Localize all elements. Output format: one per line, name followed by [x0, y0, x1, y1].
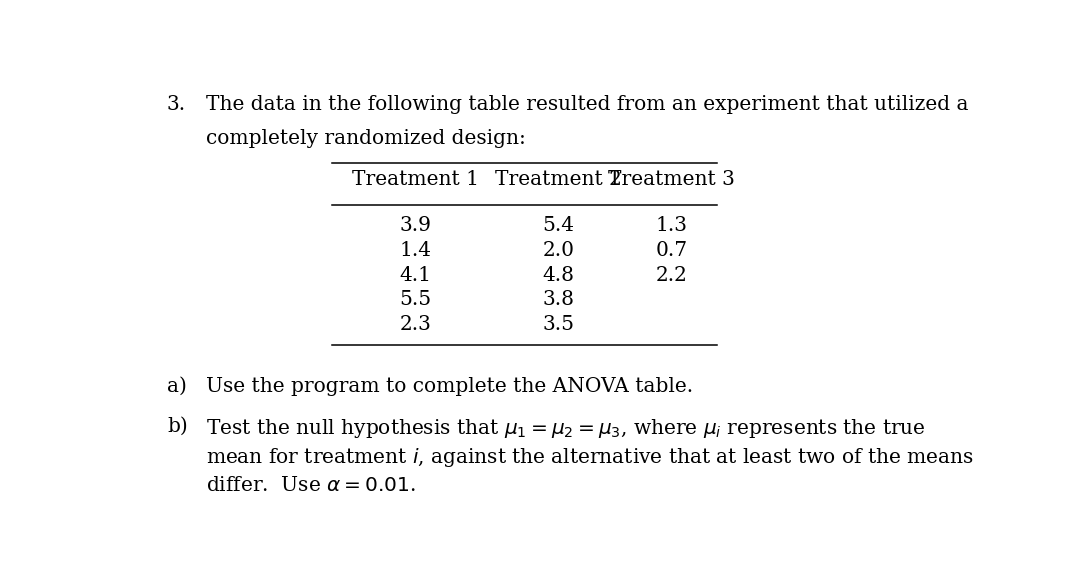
Text: Use the program to complete the ANOVA table.: Use the program to complete the ANOVA ta…: [206, 377, 693, 395]
Text: 2.2: 2.2: [655, 266, 688, 285]
Text: 5.4: 5.4: [543, 216, 574, 235]
Text: b): b): [166, 417, 188, 436]
Text: Treatment 1: Treatment 1: [352, 170, 479, 189]
Text: 4.8: 4.8: [543, 266, 574, 285]
Text: 3.: 3.: [166, 95, 186, 114]
Text: Test the null hypothesis that $\mu_1 = \mu_2 = \mu_3$, where $\mu_i$ represents : Test the null hypothesis that $\mu_1 = \…: [206, 417, 926, 440]
Text: a): a): [166, 377, 187, 395]
Text: 0.7: 0.7: [655, 241, 688, 260]
Text: 4.1: 4.1: [400, 266, 431, 285]
Text: 3.5: 3.5: [543, 315, 574, 334]
Text: mean for treatment $i$, against the alternative that at least two of the means: mean for treatment $i$, against the alte…: [206, 446, 974, 469]
Text: 2.0: 2.0: [543, 241, 574, 260]
Text: Treatment 3: Treatment 3: [608, 170, 735, 189]
Text: 5.5: 5.5: [400, 290, 431, 309]
Text: 1.3: 1.3: [655, 216, 688, 235]
Text: Treatment 2: Treatment 2: [495, 170, 622, 189]
Text: 2.3: 2.3: [400, 315, 431, 334]
Text: The data in the following table resulted from an experiment that utilized a: The data in the following table resulted…: [206, 95, 969, 114]
Text: completely randomized design:: completely randomized design:: [206, 129, 526, 148]
Text: 3.9: 3.9: [400, 216, 431, 235]
Text: 1.4: 1.4: [400, 241, 431, 260]
Text: differ.  Use $\alpha = 0.01$.: differ. Use $\alpha = 0.01$.: [206, 476, 416, 494]
Text: 3.8: 3.8: [543, 290, 574, 309]
